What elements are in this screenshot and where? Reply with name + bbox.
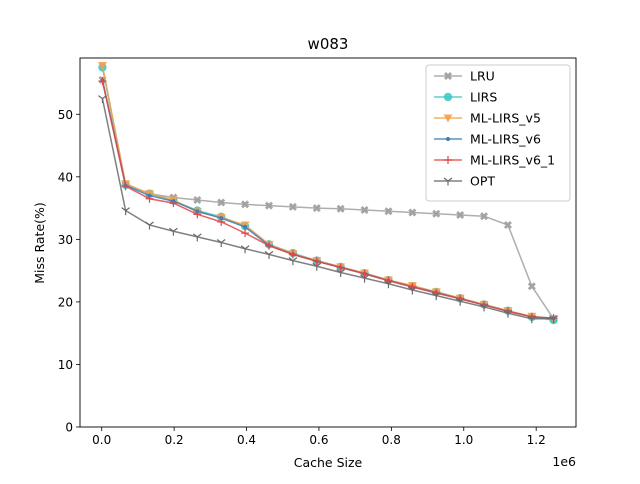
x-tick-label: 1.2	[527, 433, 546, 447]
data-point-lru	[527, 282, 536, 291]
data-point-opt	[360, 274, 369, 283]
data-point-ml-lirs-v6-1	[145, 194, 154, 203]
legend-entry-lirs: LIRS	[434, 90, 497, 105]
data-point-ml-lirs-v6-1	[217, 217, 226, 226]
data-point-ml-lirs-v6-1	[241, 229, 250, 238]
x-tick-label: 0.0	[92, 433, 111, 447]
legend-entry-opt: OPT	[434, 174, 495, 189]
data-point-opt	[455, 297, 465, 306]
data-point-lru	[264, 201, 273, 210]
data-point-opt	[479, 303, 489, 312]
legend-label: ML-LIRS_v6	[470, 132, 541, 147]
data-point-opt	[527, 315, 537, 324]
plot-frame	[79, 57, 577, 428]
legend-label: OPT	[470, 174, 495, 189]
series-line-opt	[101, 98, 554, 320]
y-axis-label: Miss Rate(%)	[32, 202, 47, 284]
data-point-opt	[312, 262, 322, 271]
data-point-lru	[193, 195, 202, 204]
legend-marker	[444, 156, 452, 164]
data-point-opt	[169, 227, 178, 236]
data-point-ml-lirs-v6-1	[312, 257, 321, 266]
data-point-ml-lirs-v6	[243, 224, 248, 229]
data-point-lru	[432, 209, 441, 218]
data-point-ml-lirs-v6-1	[336, 263, 345, 272]
legend-entry-lru: LRU	[434, 69, 495, 84]
data-point-ml-lirs-v6-1	[264, 241, 273, 250]
data-point-lru	[360, 205, 369, 214]
data-point-ml-lirs-v6-1	[193, 210, 202, 219]
x-tick-label: 0.2	[165, 433, 184, 447]
y-tick-label: 0	[65, 421, 73, 435]
data-point-opt	[192, 233, 202, 242]
y-tick-label: 50	[58, 108, 73, 122]
legend-label: ML-LIRS_v5	[470, 111, 541, 126]
x-tick-label: 1.0	[454, 433, 473, 447]
legend-marker	[443, 114, 453, 123]
legend-box	[425, 64, 571, 202]
data-point-lru	[336, 204, 345, 213]
data-point-opt	[145, 221, 154, 230]
y-tick-label: 20	[58, 295, 73, 309]
data-point-opt	[336, 269, 346, 278]
legend-entry-ml-lirs-v5: ML-LIRS_v5	[434, 111, 541, 126]
data-point-ml-lirs-v6-1	[121, 182, 130, 191]
x-axis-label: Cache Size	[294, 455, 363, 470]
y-tick-label: 40	[58, 170, 73, 184]
data-point-lru	[456, 210, 465, 219]
data-point-lru	[312, 204, 321, 213]
y-tick-label: 30	[58, 233, 73, 247]
y-tick-label: 10	[58, 358, 73, 372]
data-point-lru	[384, 207, 393, 216]
data-point-lru	[480, 212, 489, 221]
legend: LRU LIRS ML-LIRS_v5 ML-LIRS_v6 ML-LIRS_v6_1 O…	[425, 64, 571, 202]
data-point-opt	[407, 286, 417, 295]
data-point-ml-lirs-v6-1	[169, 199, 178, 208]
legend-marker	[443, 177, 453, 186]
series-line-lru	[101, 79, 555, 320]
data-point-lru	[503, 220, 512, 229]
legend-marker	[446, 137, 450, 141]
x-axis-offset-label: 1e6	[552, 454, 576, 469]
x-tick-label: 0.4	[237, 433, 256, 447]
data-point-opt	[216, 239, 226, 247]
legend-entry-ml-lirs-v6-1: ML-LIRS_v6_1	[434, 153, 555, 168]
data-point-opt	[431, 292, 441, 301]
data-point-opt	[240, 245, 250, 254]
data-point-opt	[98, 95, 107, 104]
data-point-opt	[288, 257, 298, 266]
data-point-opt	[503, 309, 513, 318]
data-point-ml-lirs-v5	[97, 62, 107, 71]
chart-title: w083	[308, 35, 349, 53]
legend-marker	[444, 72, 452, 80]
data-point-lru	[288, 202, 297, 211]
legend-entry-ml-lirs-v6: ML-LIRS_v6	[434, 132, 541, 147]
legend-label: LIRS	[470, 90, 497, 105]
series-opt	[98, 95, 558, 324]
data-point-opt	[121, 207, 130, 216]
series-lru	[98, 75, 558, 323]
data-point-opt	[264, 250, 274, 259]
x-tick-label: 0.6	[309, 433, 328, 447]
data-point-ml-lirs-v6-1	[288, 250, 297, 259]
legend-label: ML-LIRS_v6_1	[470, 153, 555, 168]
data-point-opt	[384, 280, 393, 289]
data-point-opt	[549, 315, 558, 324]
x-tick-label: 0.8	[382, 433, 401, 447]
data-point-ml-lirs-v6-1	[98, 77, 107, 86]
data-point-lru	[241, 200, 250, 209]
data-point-lru	[217, 198, 226, 207]
legend-label: LRU	[470, 69, 495, 84]
data-point-lru	[408, 208, 417, 217]
data-point-ml-lirs-v6-1	[360, 269, 369, 278]
legend-marker	[443, 92, 453, 102]
